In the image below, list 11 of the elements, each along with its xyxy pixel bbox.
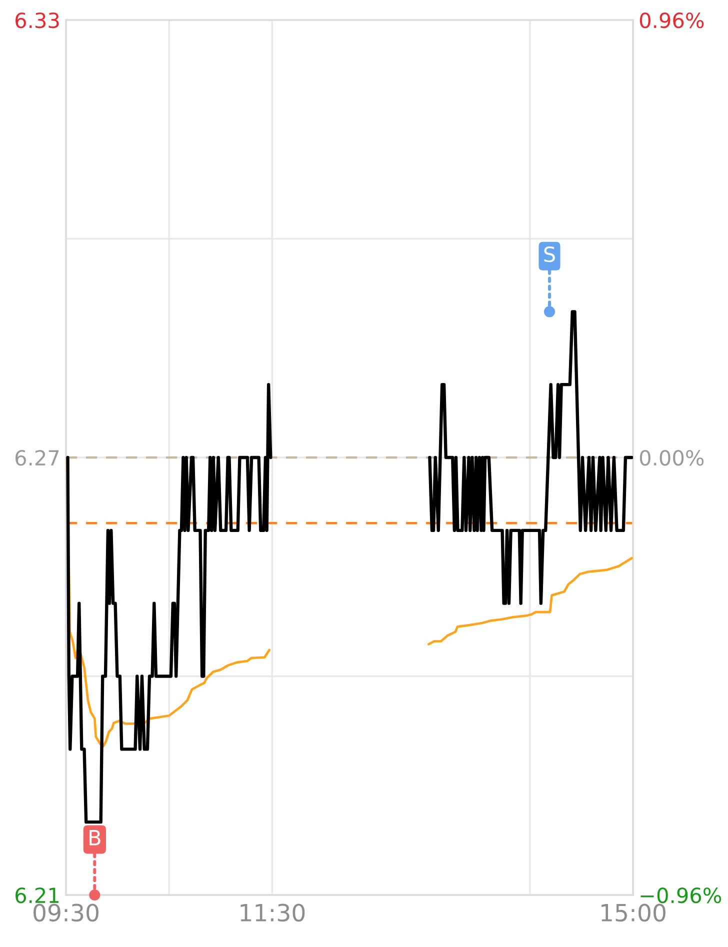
y-tick-label: 6.33 [16,12,59,28]
text: B [90,830,100,846]
y2-tick-label: 0.00% [640,450,704,466]
y2-tick-label: −0.96% [640,887,722,904]
x-tick-label: 09:30 [34,904,98,922]
y-tick-label: 6.21 [16,887,59,904]
x-tick-label: 15:00 [602,904,666,922]
text: S [544,246,555,262]
y-tick-label: 6.27 [16,450,59,466]
x-tick-label: 11:30 [240,904,305,922]
y2-tick-label: 0.96% [640,12,704,28]
